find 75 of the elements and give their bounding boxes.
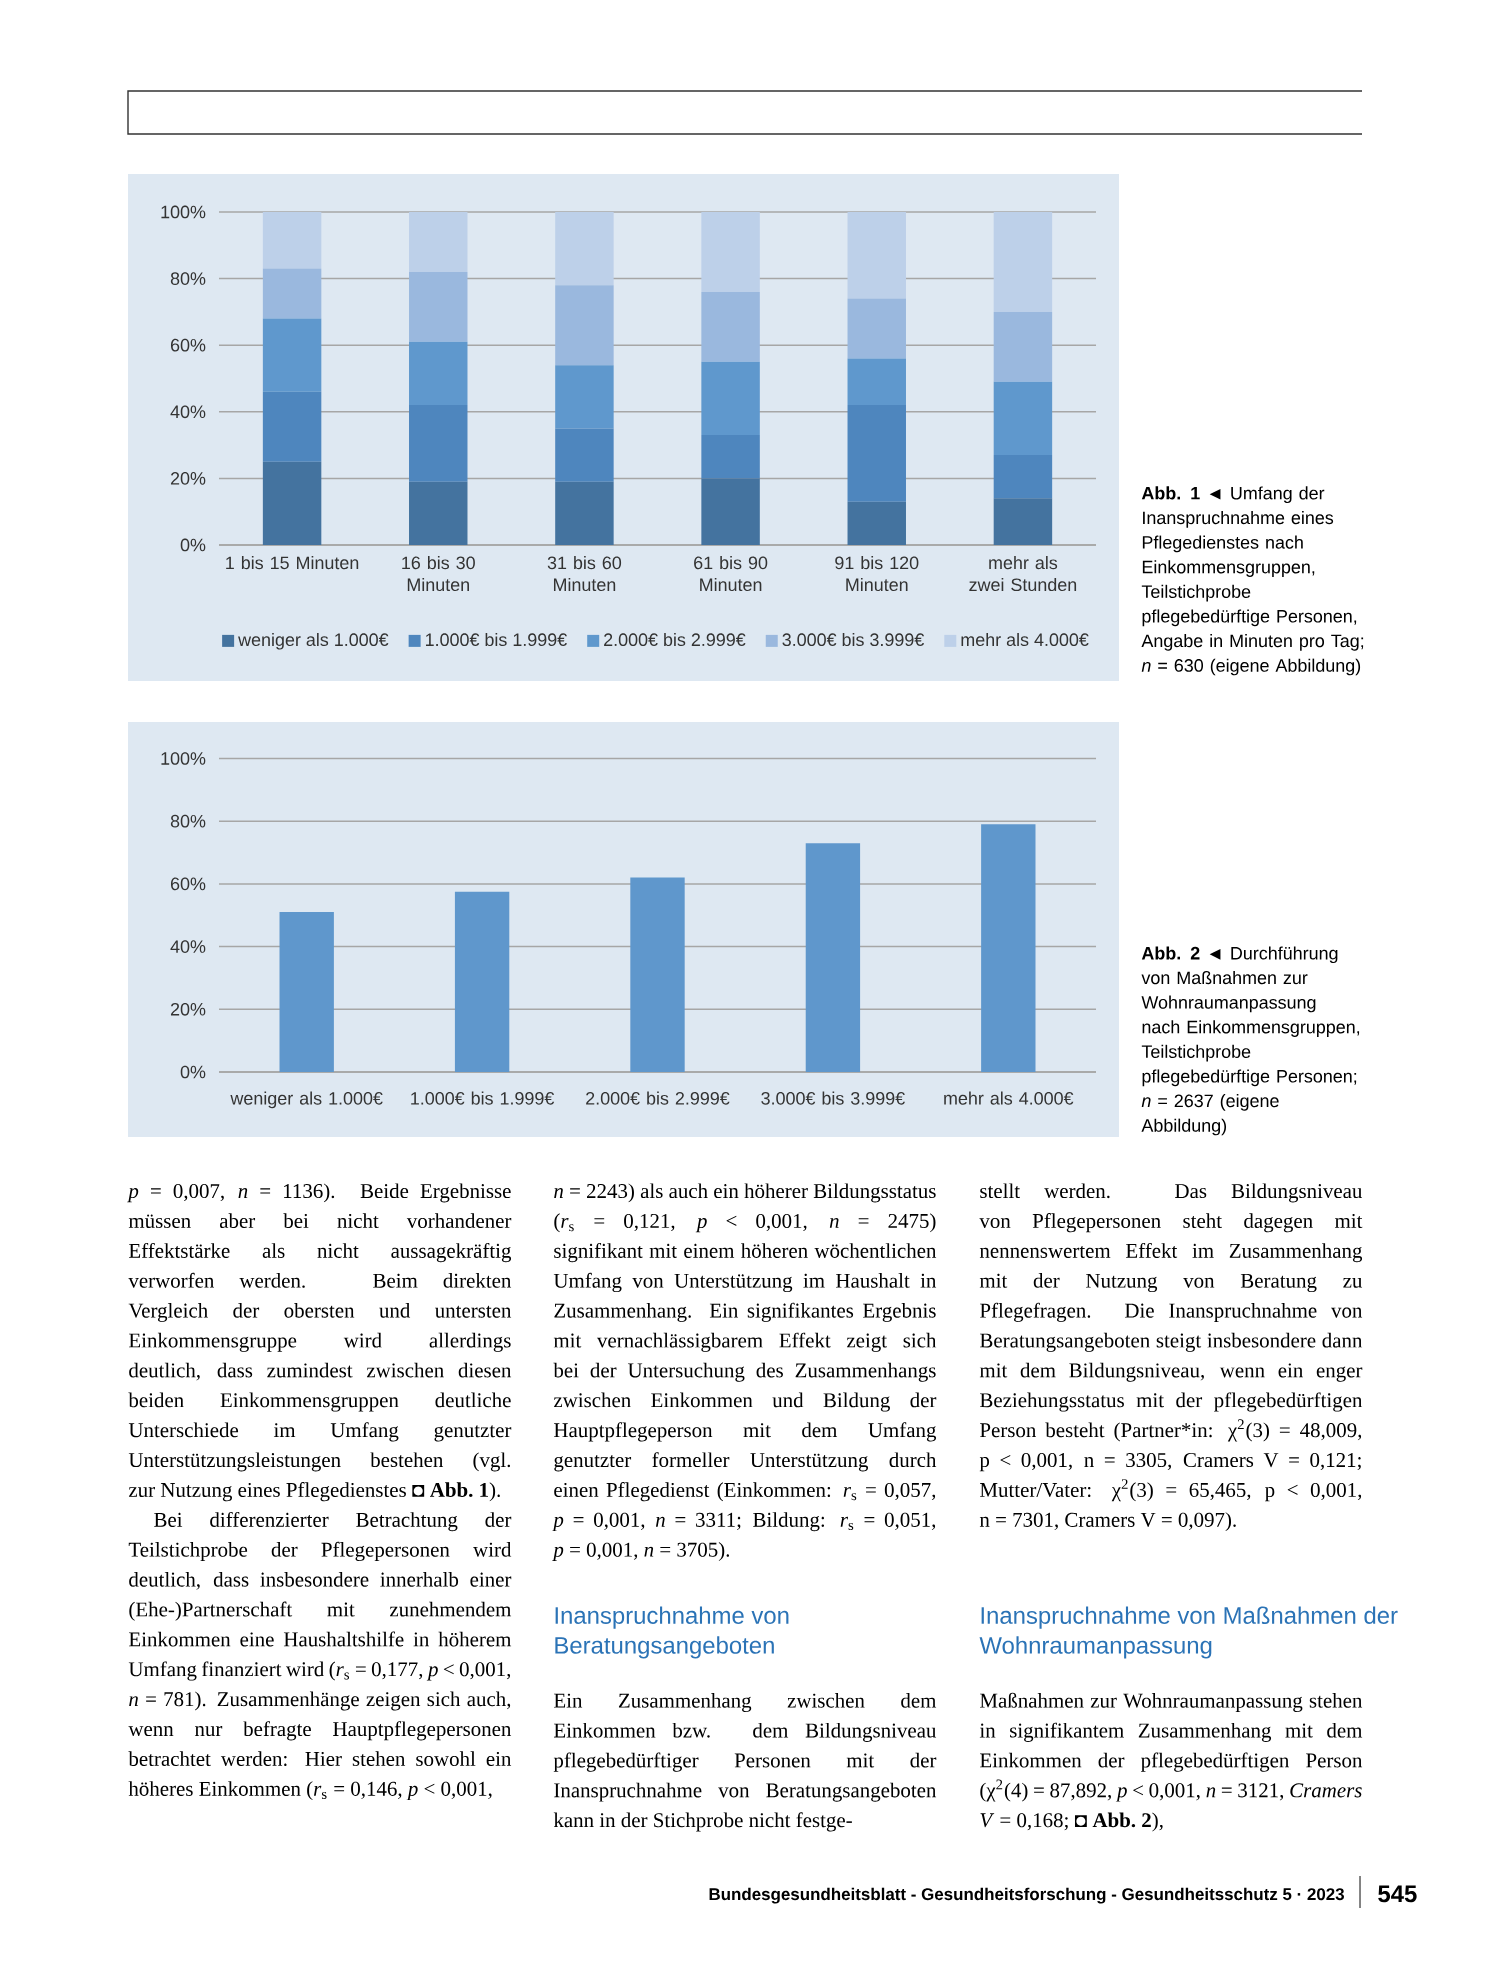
bar — [262, 391, 322, 462]
bar — [262, 461, 322, 545]
x-tick-label: 16 bis 30 Minuten — [402, 556, 475, 592]
x-tick-label: weniger als 1.000€ — [230, 1091, 383, 1109]
bar — [630, 877, 685, 1072]
y-tick-label: 60% — [170, 338, 206, 352]
y-tick-label: 40% — [170, 405, 206, 419]
bar — [262, 318, 322, 392]
bar — [409, 481, 468, 545]
bar — [993, 498, 1053, 545]
x-tick-label: mehr als 4.000€ — [944, 1091, 1074, 1105]
bar — [555, 481, 614, 545]
text: Inanspruchnahme von Maßnahmen der Wohnraumanpassung — [979, 1606, 1398, 1659]
y-tick-label: 80% — [170, 814, 206, 828]
x-tick-label: 61 bis 90 Minuten — [694, 556, 768, 592]
bar — [701, 291, 760, 362]
bar — [555, 285, 614, 366]
bar — [409, 271, 468, 342]
text: Inanspruchnahme von Beratungsangeboten — [555, 1606, 789, 1659]
bar — [262, 211, 322, 269]
bar — [993, 381, 1053, 456]
y-tick-label: 0% — [180, 538, 206, 552]
y-tick-label: 100% — [161, 205, 206, 219]
y-tick-label: 80% — [170, 272, 206, 285]
text: Bei differenzierter Betrachtung der Teilstichprobe der Pflegepersonen wird deutlich, dass insbesondere innerhalb einer (Ehe-)Partnerschaft mit zunehmendem Einkommen eine Haushaltshilfe in höherem Umfang finanziert wird (r$_{s}$ = 0,177, p < 0,001, n = 781). Zusammenhänge zeigen sich auch, wenn nur befragte Hauptpflegepersonen betrachtet werden: Hier stehen sowohl ein höheres Einkommen (r$_{s}$ = 0,146, p < 0,001, — [128, 1511, 512, 1801]
bar — [701, 361, 760, 436]
text: 545 — [1378, 1885, 1417, 1903]
bar — [409, 211, 468, 272]
legend-label: weniger als 1.000€ — [238, 632, 389, 650]
text: stellt werden. Das Bildungsniveau von Pflegepersonen steht dagegen mit nennenswertem Effekt im Zusammenhang mit der Nutzung von Beratung zu Pflegefragen. Die Inanspruchnahme von Beratungsangeboten steigt insbesondere dann mit dem Bildungsniveau, wenn ein enger Beziehungsstatus mit der pflegebedürftigen Person besteht (Partner*in: χ$^{2}$(3) = 48,009, p < 0,001, n = 3305, Cramers V = 0,121; Mutter/Vater: χ$^{2}$(3) = 65,465, p < 0,001, n = 7301, Cramers V = 0,097). — [979, 1183, 1363, 1532]
bar — [701, 211, 760, 292]
legend-label: 1.000€ bis 1.999€ — [425, 632, 567, 647]
text: Maßnahmen zur Wohnraumanpassung stehen in signifikantem Zusammenhang mit dem Einkommen der pflegebedürftigen Person (χ$^{2}$(4) = 87,892, p < 0,001, n = 3121, Cramers V = 0,168; ◘ Abb. 2), — [979, 1692, 1363, 1832]
bar — [847, 298, 906, 359]
text: Abb. 2 ◄ Durchführung von Maßnahmen zur Wohnraumanpassung nach Einkommensgruppen, Teilstichprobe pflegebedürftige Personen; n = 2637 (eigene Abbildung) — [1141, 946, 1360, 1136]
y-tick-label: 20% — [170, 472, 206, 485]
y-tick-label: 0% — [180, 1065, 206, 1079]
x-tick-label: 31 bis 60 Minuten — [547, 556, 622, 592]
bar — [555, 211, 614, 286]
text: n = 2243) als auch ein höherer Bildungsstatus (r$_{s}$ = 0,121, p < 0,001, n = 2475) signifikant mit einem höheren wöchentlichen Umfang von Unterstützung im Haushalt in Zusammenhang. Ein signifikantes Ergebnis mit vernachlässigbarem Effekt zeigt sich bei der Untersuchung des Zusammenhangs zwischen Einkommen und Bildung der Hauptpflegeperson mit dem Umfang genutzter formeller Unterstützung durch einen Pflegedienst (Einkommen: r$_{s}$ = 0,057, p = 0,001, n = 3311; Bildung: r$_{s}$ = 0,051, p = 0,001, n = 3705). — [552, 1183, 937, 1561]
bar — [555, 428, 614, 482]
bar — [409, 341, 468, 406]
bar — [993, 311, 1053, 382]
legend-label: mehr als 4.000€ — [961, 632, 1089, 647]
bar — [847, 358, 906, 406]
x-tick-label: mehr als zwei Stunden — [969, 556, 1077, 592]
x-tick-label: 2.000€ bis 2.999€ — [586, 1091, 730, 1105]
bar — [454, 891, 510, 1072]
x-tick-label: 3.000€ bis 3.999€ — [761, 1091, 905, 1105]
bar — [701, 478, 760, 545]
bar — [805, 843, 861, 1072]
y-tick-label: 60% — [170, 877, 206, 891]
bar — [981, 824, 1036, 1072]
y-tick-label: 20% — [170, 1002, 206, 1016]
bar — [847, 211, 906, 299]
legend-label: 3.000€ bis 3.999€ — [782, 632, 925, 647]
legend-label: 2.000€ bis 2.999€ — [604, 632, 746, 647]
x-tick-label: 1.000€ bis 1.999€ — [411, 1091, 555, 1105]
bar — [279, 912, 334, 1072]
y-tick-label: 40% — [170, 940, 206, 953]
x-tick-label: 91 bis 120 Minuten — [835, 556, 919, 592]
text: p = 0,007, n = 1136). Beide Ergebnisse müssen aber bei nicht vorhandener Effektstärke als nicht aussagekräftig verworfen werden. Beim direkten Vergleich der obersten und untersten Einkommensgruppe wird allerdings deutlich, dass zumindest zwischen diesen beiden Einkommensgruppen deutliche Unterschiede im Umfang genutzter Unterstützungsleistungen bestehen (vgl. zur Nutzung eines Pflegedienstes ◘ Abb. 1). — [127, 1183, 512, 1502]
bar — [701, 435, 760, 479]
bar — [847, 405, 906, 502]
text: Abb. 1 ◄ Umfang der Inanspruchnahme eines Pflegedienstes nach Einkommensgruppen, Teilstichprobe pflegebedürftige Personen, Angabe in Minuten pro Tag; n = 630 (eigene Abbildung) — [1141, 486, 1364, 676]
text: Bundesgesundheitsblatt - Gesundheitsforschung - Gesundheitsschutz 5 · 2023 — [709, 1887, 1344, 1904]
bar — [847, 501, 906, 545]
bar — [409, 405, 468, 482]
bar — [993, 211, 1053, 312]
bar — [993, 455, 1053, 499]
x-tick-label: 1 bis 15 Minuten — [226, 556, 359, 570]
bar — [555, 365, 614, 429]
text: Ein Zusammenhang zwischen dem Einkommen bzw. dem Bildungsniveau pflegebedürftiger Personen mit der Inanspruchnahme von Beratungsangeboten kann in der Stichprobe nicht festge- — [553, 1693, 937, 1832]
y-tick-label: 100% — [161, 752, 206, 765]
bar — [262, 268, 322, 319]
